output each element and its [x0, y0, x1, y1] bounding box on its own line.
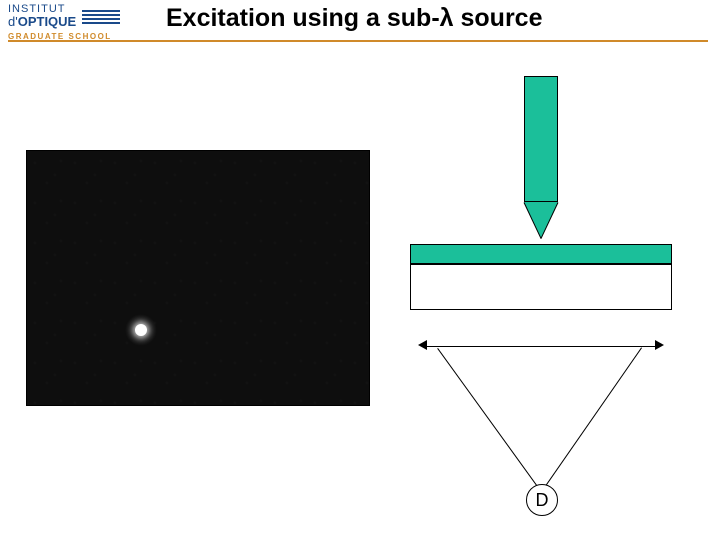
collection-cone-right: [541, 347, 642, 492]
probe-tip: [524, 202, 558, 238]
image-noise: [27, 151, 369, 405]
institute-logo: INSTITUT d'OPTIQUE GRADUATE SCHOOL: [8, 4, 148, 52]
microscopy-image: [26, 150, 370, 406]
logo-text: INSTITUT d'OPTIQUE: [8, 4, 76, 28]
collection-cone-left: [437, 348, 542, 493]
emission-spot-core: [135, 324, 147, 336]
arrow-right-head: [655, 340, 664, 350]
detector: D: [526, 484, 558, 516]
slide: { "logo": { "line1": "INSTITUT", "line2_…: [0, 0, 720, 540]
logo-line2: d'OPTIQUE: [8, 15, 76, 28]
detector-label: D: [536, 490, 549, 511]
thin-film-layer: [410, 244, 672, 264]
slide-title: Excitation using a sub-λ source: [166, 4, 542, 33]
logo-top-row: INSTITUT d'OPTIQUE: [8, 4, 148, 28]
substrate-layer: [410, 264, 672, 310]
probe-body: [524, 76, 558, 202]
arrow-left-head: [418, 340, 427, 350]
scan-range-line: [427, 346, 655, 347]
title-underline: [8, 40, 708, 42]
logo-bars-icon: [82, 8, 120, 24]
